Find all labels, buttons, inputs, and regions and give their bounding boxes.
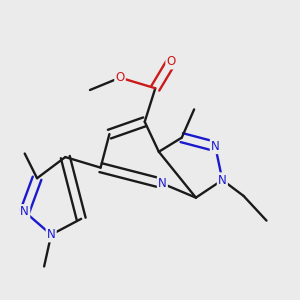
- Text: N: N: [47, 228, 56, 241]
- Text: N: N: [211, 140, 220, 153]
- Text: N: N: [20, 205, 29, 218]
- Text: N: N: [218, 173, 227, 187]
- Text: O: O: [116, 71, 124, 84]
- Text: O: O: [167, 55, 176, 68]
- Text: N: N: [158, 177, 167, 190]
